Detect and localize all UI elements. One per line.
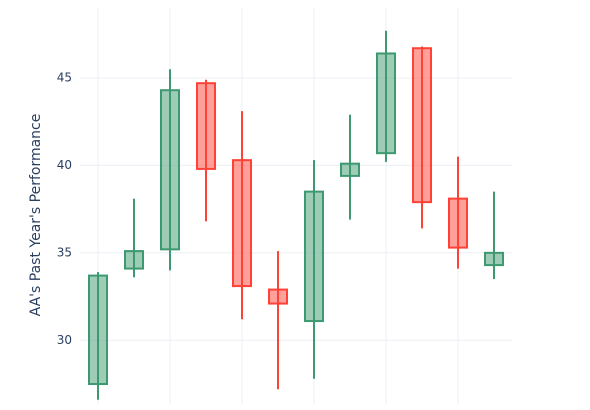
candle-body <box>448 197 468 249</box>
candle-body <box>88 274 108 386</box>
y-tick-label: 35 <box>57 245 72 259</box>
candle-body <box>304 190 324 323</box>
candle-body <box>232 159 252 288</box>
candle-body <box>484 251 504 267</box>
y-tick-label: 40 <box>57 158 72 172</box>
candle-body <box>376 52 396 155</box>
candle-body <box>124 250 144 270</box>
candle-body <box>340 162 360 177</box>
y-tick-label: 45 <box>57 70 72 84</box>
candle-body <box>160 89 180 251</box>
candle-body <box>412 47 432 204</box>
y-tick-label: 30 <box>57 333 72 347</box>
candle-body <box>268 288 288 305</box>
y-axis-title: AA's Past Year's Performance <box>28 114 44 317</box>
candle-body <box>196 82 216 170</box>
